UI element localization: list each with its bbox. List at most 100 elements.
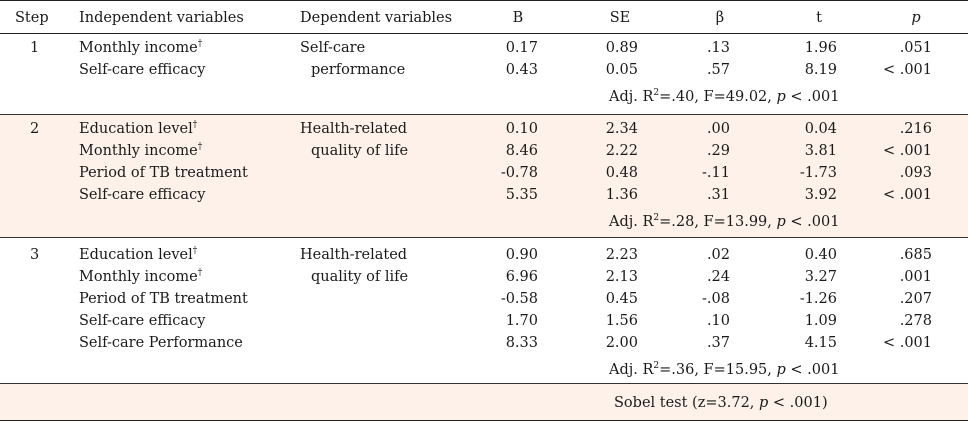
cell-beta: .02 [706, 247, 730, 263]
cell-t: -1.73 [799, 165, 837, 181]
cell-t: 0.04 [804, 121, 837, 137]
cell-beta: .31 [706, 187, 730, 203]
dagger-mark: † [197, 142, 203, 152]
cell-b: 8.33 [505, 335, 538, 351]
cell-b: 1.70 [505, 313, 538, 329]
cell-p: < .001 [882, 143, 932, 159]
cell-p: .216 [899, 121, 932, 137]
cell-beta: .29 [706, 143, 730, 159]
cell-beta: .57 [706, 62, 730, 78]
cell-b: -0.58 [500, 291, 538, 307]
dagger-mark: † [192, 246, 198, 256]
step-1-block: 1 Monthly income† Self-care efficacy Sel… [0, 34, 968, 114]
cell-beta: .13 [706, 40, 730, 56]
dependent-variable: quality of life [311, 143, 409, 159]
cell-p: .278 [899, 313, 932, 329]
variable-name: Self-care Performance [79, 335, 243, 351]
table-header: Step Independent variables Dependent var… [0, 0, 968, 34]
cell-beta: -.08 [702, 291, 730, 307]
header-p: p [911, 10, 921, 26]
model-fit: Adj. R2=.28, F=13.99, p < .001 [609, 213, 840, 231]
cell-t: -1.26 [799, 291, 837, 307]
cell-se: 0.89 [605, 40, 638, 56]
table-bottom-rule [0, 420, 968, 421]
sobel-row: Sobel test (z=3.72, p < .001) [0, 384, 968, 420]
cell-p: .001 [899, 269, 932, 285]
variable-name: Monthly income† [79, 39, 203, 57]
cell-t: 8.19 [804, 62, 837, 78]
cell-beta: .37 [706, 335, 730, 351]
variable-name: Self-care efficacy [79, 313, 206, 329]
cell-se: 2.22 [605, 143, 638, 159]
dependent-variable: Health-related [300, 121, 408, 137]
step-number: 3 [30, 247, 40, 263]
step-number: 1 [30, 40, 40, 56]
header-b: B [512, 10, 524, 26]
header-independent-variables: Independent variables [79, 10, 244, 26]
cell-b: 6.96 [505, 269, 538, 285]
cell-beta: .00 [706, 121, 730, 137]
cell-t: 4.15 [804, 335, 837, 351]
cell-b: 5.35 [505, 187, 538, 203]
dependent-variable: Health-related [300, 247, 408, 263]
cell-se: 2.13 [605, 269, 638, 285]
variable-name: Self-care efficacy [79, 62, 206, 78]
cell-p: < .001 [882, 335, 932, 351]
dagger-mark: † [192, 120, 198, 130]
cell-b: 8.46 [505, 143, 538, 159]
cell-t: 1.09 [804, 313, 837, 329]
cell-t: 3.27 [804, 269, 837, 285]
cell-b: -0.78 [500, 165, 538, 181]
cell-se: 2.34 [605, 121, 638, 137]
step-number: 2 [30, 121, 40, 137]
cell-b: 0.17 [505, 40, 538, 56]
cell-t: 3.81 [804, 143, 837, 159]
cell-b: 0.10 [505, 121, 538, 137]
header-dependent-variables: Dependent variables [300, 10, 453, 26]
variable-name: Monthly income† [79, 142, 203, 160]
cell-b: 0.43 [505, 62, 538, 78]
header-beta: β [715, 10, 725, 26]
step-2-block: 2 Education level† Monthly income† Perio… [0, 115, 968, 237]
header-t: t [816, 10, 822, 26]
dependent-variable: performance [311, 62, 406, 78]
dependent-variable: quality of life [311, 269, 409, 285]
cell-p: .093 [899, 165, 932, 181]
header-step: Step [15, 10, 49, 26]
cell-se: 0.48 [605, 165, 638, 181]
cell-t: 0.40 [804, 247, 837, 263]
cell-p: < .001 [882, 187, 932, 203]
cell-se: 1.36 [605, 187, 638, 203]
header-se: SE [609, 10, 631, 26]
dependent-variable: Self-care [300, 40, 366, 56]
divider [0, 383, 968, 384]
cell-beta: .24 [706, 269, 730, 285]
model-fit: Adj. R2=.40, F=49.02, p < .001 [609, 88, 840, 106]
cell-se: 1.56 [605, 313, 638, 329]
cell-beta: -.11 [702, 165, 730, 181]
cell-p: .685 [899, 247, 932, 263]
variable-name: Self-care efficacy [79, 187, 206, 203]
variable-name: Period of TB treatment [79, 165, 248, 181]
divider [0, 237, 968, 238]
cell-se: 0.05 [605, 62, 638, 78]
cell-t: 3.92 [804, 187, 837, 203]
sobel-test: Sobel test (z=3.72, p < .001) [614, 395, 828, 411]
cell-se: 2.23 [605, 247, 638, 263]
cell-p: .051 [899, 40, 932, 56]
dagger-mark: † [197, 39, 203, 49]
cell-b: 0.90 [505, 247, 538, 263]
cell-p: .207 [899, 291, 932, 307]
cell-t: 1.96 [804, 40, 837, 56]
variable-name: Education level† [79, 246, 198, 264]
variable-name: Period of TB treatment [79, 291, 248, 307]
cell-beta: .10 [706, 313, 730, 329]
cell-p: < .001 [882, 62, 932, 78]
dagger-mark: † [197, 268, 203, 278]
divider [0, 114, 968, 115]
cell-se: 2.00 [605, 335, 638, 351]
variable-name: Monthly income† [79, 268, 203, 286]
model-fit: Adj. R2=.36, F=15.95, p < .001 [609, 361, 840, 379]
step-3-block: 3 Education level† Monthly income† Perio… [0, 238, 968, 383]
cell-se: 0.45 [605, 291, 638, 307]
